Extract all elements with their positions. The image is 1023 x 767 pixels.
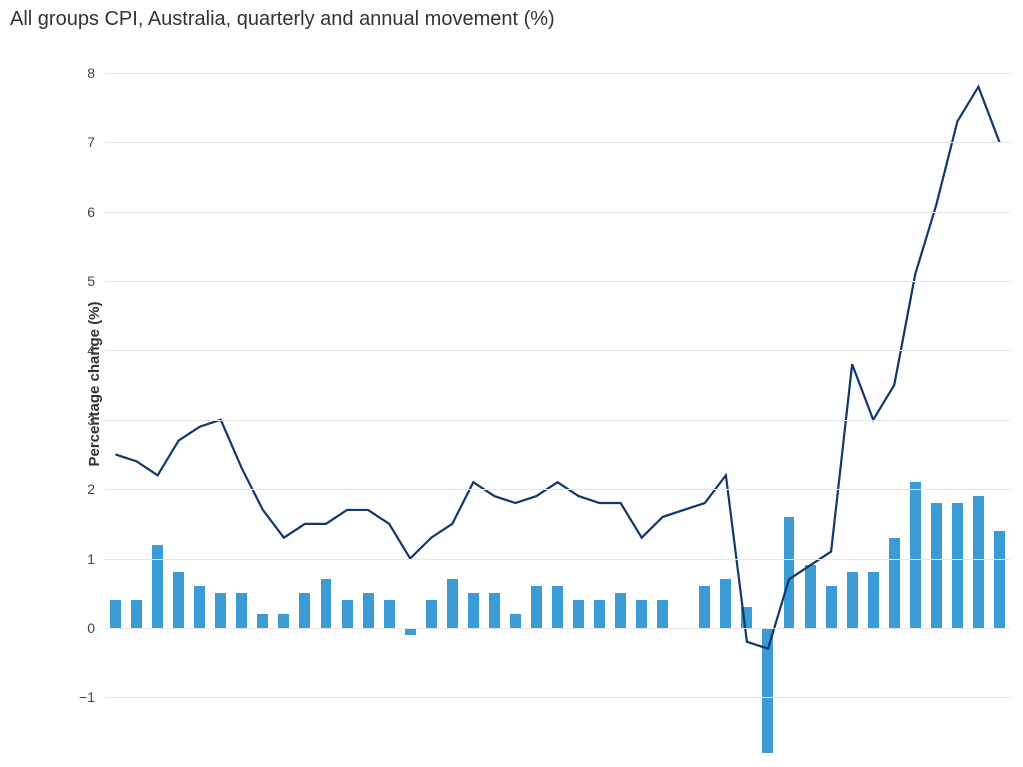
gridline — [105, 73, 1010, 74]
gridline — [105, 142, 1010, 143]
gridline — [105, 212, 1010, 213]
y-axis-title: Percentage change (%) — [86, 301, 103, 466]
plot-area: −1012345678 — [105, 52, 1010, 732]
gridline — [105, 697, 1010, 698]
gridline — [105, 628, 1010, 629]
y-tick-label: 6 — [87, 204, 105, 220]
chart-container: All groups CPI, Australia, quarterly and… — [0, 0, 1023, 767]
y-tick-label: −1 — [79, 689, 105, 705]
annual-line — [116, 87, 1000, 649]
y-tick-label: 1 — [87, 551, 105, 567]
y-tick-label: 0 — [87, 620, 105, 636]
y-tick-label: 5 — [87, 273, 105, 289]
gridline — [105, 559, 1010, 560]
chart-title: All groups CPI, Australia, quarterly and… — [10, 8, 555, 31]
y-tick-label: 7 — [87, 134, 105, 150]
gridline — [105, 281, 1010, 282]
y-tick-label: 4 — [87, 342, 105, 358]
y-tick-label: 2 — [87, 481, 105, 497]
y-tick-label: 3 — [87, 412, 105, 428]
gridline — [105, 350, 1010, 351]
line-series — [105, 52, 1010, 732]
y-tick-label: 8 — [87, 65, 105, 81]
gridline — [105, 489, 1010, 490]
gridline — [105, 420, 1010, 421]
